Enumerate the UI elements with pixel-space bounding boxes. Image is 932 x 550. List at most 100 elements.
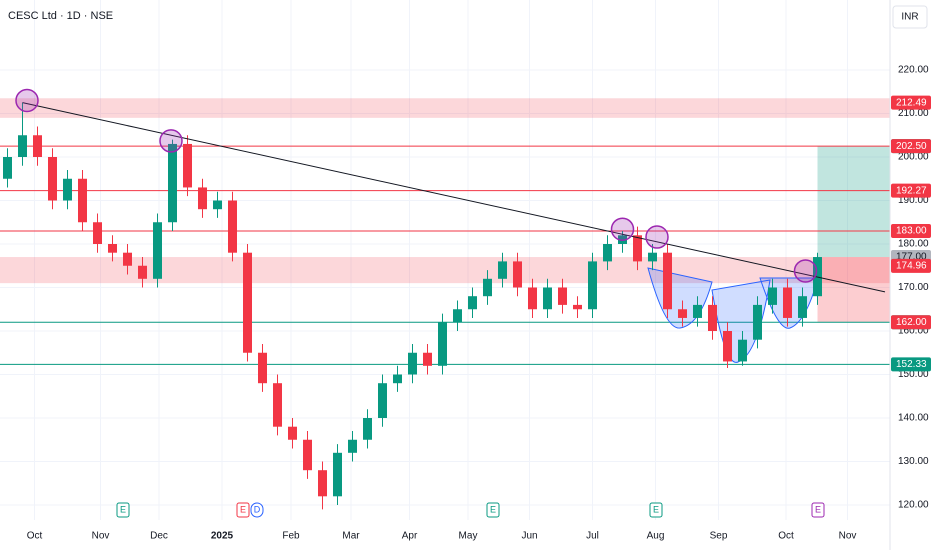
price-tag-label: 183.00 bbox=[896, 226, 927, 237]
x-tick-label: Sep bbox=[710, 531, 728, 542]
candle-body bbox=[648, 252, 657, 262]
candle-body bbox=[453, 309, 462, 323]
candle-body bbox=[663, 252, 672, 310]
candle-body bbox=[198, 187, 207, 210]
candle-body bbox=[798, 296, 807, 318]
candle-body bbox=[48, 157, 57, 201]
candle-body bbox=[93, 222, 102, 244]
candle-body bbox=[738, 339, 747, 362]
highlight-circle bbox=[15, 88, 39, 113]
candle-body bbox=[723, 331, 732, 362]
candle-body bbox=[168, 143, 177, 223]
event-label: D bbox=[254, 504, 261, 514]
y-tick-label: 200.00 bbox=[898, 152, 929, 163]
price-tag-label: 162.00 bbox=[896, 317, 927, 328]
price-tag bbox=[891, 139, 931, 154]
y-tick-label: 180.00 bbox=[898, 239, 929, 250]
stop-zone bbox=[817, 257, 890, 323]
candle-body bbox=[498, 261, 507, 279]
highlight-circle bbox=[793, 259, 818, 283]
x-tick-label: Nov bbox=[92, 531, 110, 542]
currency[interactable]: INR bbox=[901, 12, 918, 23]
candle-body bbox=[393, 374, 402, 384]
price-tag bbox=[891, 95, 931, 110]
x-tick-label: Apr bbox=[402, 531, 418, 542]
event-marker bbox=[649, 502, 663, 518]
candle-body bbox=[603, 244, 612, 262]
y-tick-label: 220.00 bbox=[898, 65, 929, 76]
price-tag-label: 212.49 bbox=[896, 97, 927, 108]
price-tag-label: 202.50 bbox=[896, 141, 927, 152]
candle-body bbox=[558, 287, 567, 305]
y-tick-label: 120.00 bbox=[898, 500, 929, 511]
x-tick-label: Jul bbox=[586, 531, 599, 542]
x-tick-label: Aug bbox=[647, 531, 665, 542]
highlight-circle bbox=[645, 225, 669, 249]
candle-body bbox=[423, 352, 432, 366]
highlight-circle bbox=[159, 129, 183, 153]
layer bbox=[0, 0, 890, 520]
target-zone bbox=[817, 146, 890, 258]
zone bbox=[0, 98, 890, 118]
candle-body bbox=[438, 322, 447, 366]
x-tick-label: Feb bbox=[282, 531, 300, 542]
y-tick-label: 140.00 bbox=[898, 413, 929, 424]
price-tag bbox=[891, 258, 931, 273]
candle-body bbox=[408, 352, 417, 375]
price-tag bbox=[891, 223, 931, 238]
candle-body bbox=[123, 252, 132, 266]
currency-button[interactable] bbox=[892, 5, 928, 29]
candle-body bbox=[18, 135, 27, 157]
candle-body bbox=[678, 309, 687, 318]
event-marker bbox=[811, 502, 825, 518]
candle-body bbox=[333, 452, 342, 497]
candle-body bbox=[3, 157, 12, 179]
price-tag bbox=[891, 315, 931, 330]
event-marker bbox=[116, 502, 130, 518]
candle-body bbox=[303, 439, 312, 471]
candle-body bbox=[33, 135, 42, 157]
candle-body bbox=[228, 200, 237, 253]
candle-body bbox=[633, 235, 642, 262]
price-tag-label: 174.96 bbox=[896, 261, 927, 272]
candle-body bbox=[258, 352, 267, 384]
x-tick-label: Mar bbox=[342, 531, 360, 542]
candle-body bbox=[588, 261, 597, 310]
candle-body bbox=[153, 222, 162, 279]
candle-body bbox=[348, 439, 357, 453]
x-tick-label: Oct bbox=[27, 531, 43, 542]
candle-body bbox=[243, 252, 252, 353]
price-tag-label: 192.27 bbox=[896, 185, 927, 196]
candle-body bbox=[768, 287, 777, 305]
candle-body bbox=[78, 178, 87, 223]
candle-body bbox=[288, 426, 297, 440]
y-tick-label: 210.00 bbox=[898, 108, 929, 119]
candle-body bbox=[693, 304, 702, 318]
price-tag bbox=[891, 183, 931, 198]
x-tick-label: May bbox=[459, 531, 478, 542]
candle-body bbox=[108, 244, 117, 253]
event-label: E bbox=[490, 504, 496, 514]
x-tick-label: Jun bbox=[521, 531, 537, 542]
y-tick-label: 130.00 bbox=[898, 456, 929, 467]
y-tick-label: 170.00 bbox=[898, 282, 929, 293]
event-marker bbox=[250, 502, 264, 518]
candle-body bbox=[363, 418, 372, 440]
candle-body bbox=[378, 383, 387, 418]
x-tick-label: Nov bbox=[839, 531, 857, 542]
candle-body bbox=[528, 287, 537, 310]
price-tag bbox=[891, 357, 931, 372]
trendline bbox=[22, 102, 886, 293]
event-marker bbox=[486, 502, 500, 518]
event-label: E bbox=[120, 504, 126, 514]
y-tick-label: 190.00 bbox=[898, 195, 929, 206]
candle-body bbox=[783, 287, 792, 318]
event-label: E bbox=[653, 504, 659, 514]
candle-body bbox=[183, 143, 192, 188]
candle-body bbox=[138, 265, 147, 279]
candle-body bbox=[213, 200, 222, 210]
candle-body bbox=[753, 304, 762, 340]
x-tick-label: Dec bbox=[150, 531, 168, 542]
